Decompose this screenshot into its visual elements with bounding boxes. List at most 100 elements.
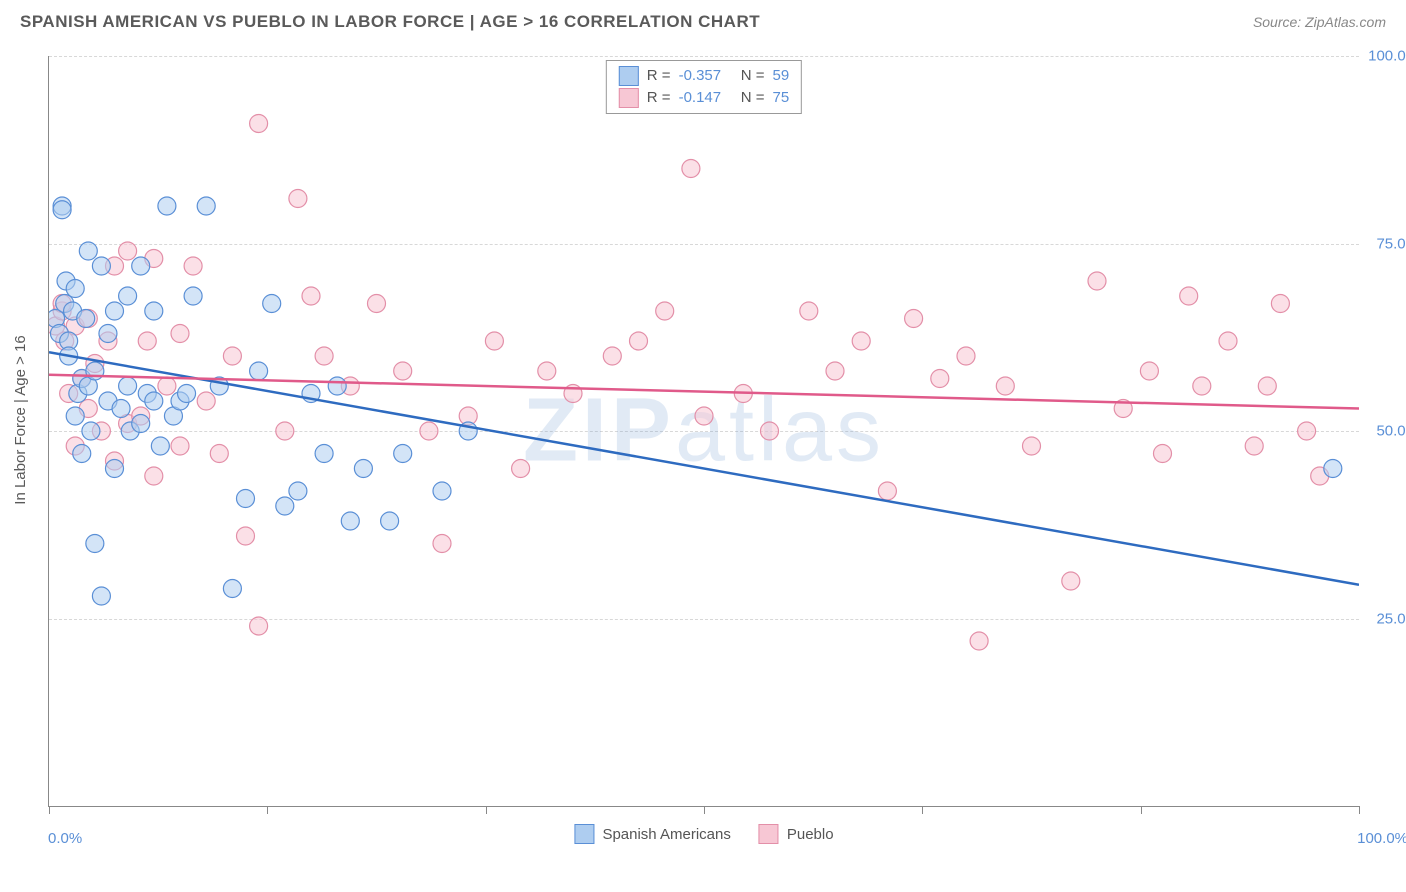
- legend-r-label: R =: [647, 87, 671, 109]
- data-point-pueblo: [433, 535, 451, 553]
- x-tick: [704, 806, 705, 814]
- data-point-pueblo: [800, 302, 818, 320]
- y-tick-label: 75.0%: [1363, 235, 1406, 252]
- data-point-spanish_americans: [106, 460, 124, 478]
- legend-n-label: N =: [737, 87, 765, 109]
- data-point-pueblo: [1180, 287, 1198, 305]
- data-point-pueblo: [656, 302, 674, 320]
- x-tick: [1359, 806, 1360, 814]
- data-point-spanish_americans: [433, 482, 451, 500]
- data-point-spanish_americans: [106, 302, 124, 320]
- data-point-spanish_americans: [145, 392, 163, 410]
- data-point-pueblo: [931, 370, 949, 388]
- data-point-spanish_americans: [99, 325, 117, 343]
- chart-header: SPANISH AMERICAN VS PUEBLO IN LABOR FORC…: [0, 0, 1406, 40]
- data-point-pueblo: [1154, 445, 1172, 463]
- data-point-pueblo: [237, 527, 255, 545]
- legend-n-value-1: 59: [773, 65, 790, 87]
- chart-title: SPANISH AMERICAN VS PUEBLO IN LABOR FORC…: [20, 12, 760, 32]
- x-tick: [486, 806, 487, 814]
- data-point-pueblo: [138, 332, 156, 350]
- data-point-pueblo: [197, 392, 215, 410]
- x-max-label: 100.0%: [1357, 830, 1406, 847]
- data-point-spanish_americans: [276, 497, 294, 515]
- data-point-pueblo: [996, 377, 1014, 395]
- data-point-pueblo: [250, 115, 268, 133]
- data-point-pueblo: [171, 437, 189, 455]
- data-point-pueblo: [512, 460, 530, 478]
- data-point-spanish_americans: [92, 257, 110, 275]
- data-point-spanish_americans: [53, 201, 71, 219]
- y-tick-label: 50.0%: [1363, 423, 1406, 440]
- data-point-pueblo: [1023, 437, 1041, 455]
- x-min-label: 0.0%: [48, 830, 82, 847]
- data-point-spanish_americans: [82, 422, 100, 440]
- data-point-pueblo: [223, 347, 241, 365]
- legend-r-value-1: -0.357: [679, 65, 729, 87]
- data-point-spanish_americans: [92, 587, 110, 605]
- legend-n-value-2: 75: [773, 87, 790, 109]
- data-point-pueblo: [210, 445, 228, 463]
- data-point-spanish_americans: [158, 197, 176, 215]
- data-point-pueblo: [1245, 437, 1263, 455]
- legend-stats: R = -0.357 N = 59 R = -0.147 N = 75: [606, 60, 802, 114]
- data-point-spanish_americans: [132, 415, 150, 433]
- data-point-spanish_americans: [250, 362, 268, 380]
- data-point-spanish_americans: [354, 460, 372, 478]
- data-point-spanish_americans: [197, 197, 215, 215]
- scatter-svg: [49, 56, 1359, 806]
- data-point-pueblo: [1140, 362, 1158, 380]
- data-point-pueblo: [1088, 272, 1106, 290]
- data-point-pueblo: [905, 310, 923, 328]
- y-axis-label: In Labor Force | Age > 16: [12, 335, 29, 504]
- data-point-pueblo: [1298, 422, 1316, 440]
- legend-stats-row-2: R = -0.147 N = 75: [619, 87, 789, 109]
- data-point-spanish_americans: [1324, 460, 1342, 478]
- x-tick: [922, 806, 923, 814]
- data-point-spanish_americans: [328, 377, 346, 395]
- data-point-spanish_americans: [73, 445, 91, 463]
- chart-source: Source: ZipAtlas.com: [1253, 14, 1386, 30]
- data-point-pueblo: [1062, 572, 1080, 590]
- data-point-pueblo: [315, 347, 333, 365]
- data-point-spanish_americans: [79, 242, 97, 260]
- legend-swatch-blue: [619, 66, 639, 86]
- data-point-spanish_americans: [178, 385, 196, 403]
- data-point-spanish_americans: [381, 512, 399, 530]
- data-point-spanish_americans: [394, 445, 412, 463]
- data-point-pueblo: [394, 362, 412, 380]
- legend-stats-row-1: R = -0.357 N = 59: [619, 65, 789, 87]
- data-point-spanish_americans: [184, 287, 202, 305]
- data-point-pueblo: [970, 632, 988, 650]
- data-point-pueblo: [119, 242, 137, 260]
- data-point-spanish_americans: [341, 512, 359, 530]
- data-point-pueblo: [289, 190, 307, 208]
- data-point-pueblo: [852, 332, 870, 350]
- data-point-pueblo: [250, 617, 268, 635]
- data-point-spanish_americans: [289, 482, 307, 500]
- data-point-pueblo: [1258, 377, 1276, 395]
- data-point-spanish_americans: [151, 437, 169, 455]
- data-point-spanish_americans: [223, 580, 241, 598]
- data-point-pueblo: [957, 347, 975, 365]
- data-point-pueblo: [368, 295, 386, 313]
- x-axis-labels: 0.0% 100.0%: [48, 830, 1358, 860]
- data-point-spanish_americans: [263, 295, 281, 313]
- data-point-pueblo: [184, 257, 202, 275]
- data-point-pueblo: [682, 160, 700, 178]
- data-point-pueblo: [538, 362, 556, 380]
- data-point-pueblo: [630, 332, 648, 350]
- data-point-spanish_americans: [132, 257, 150, 275]
- x-tick: [49, 806, 50, 814]
- data-point-pueblo: [878, 482, 896, 500]
- data-point-pueblo: [1193, 377, 1211, 395]
- x-tick: [1141, 806, 1142, 814]
- data-point-pueblo: [1271, 295, 1289, 313]
- data-point-pueblo: [761, 422, 779, 440]
- data-point-pueblo: [158, 377, 176, 395]
- data-point-spanish_americans: [66, 280, 84, 298]
- y-tick-label: 25.0%: [1363, 610, 1406, 627]
- data-point-pueblo: [420, 422, 438, 440]
- data-point-spanish_americans: [77, 310, 95, 328]
- data-point-spanish_americans: [119, 287, 137, 305]
